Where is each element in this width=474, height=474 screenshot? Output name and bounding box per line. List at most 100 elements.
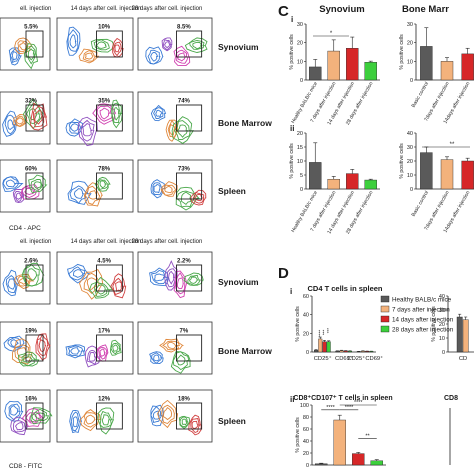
flow-gate-value: 18% <box>178 396 191 402</box>
flow-contour <box>180 191 192 206</box>
y-axis-label: % positive cells <box>431 306 437 342</box>
bar <box>360 350 365 353</box>
y-tick-label: 80 <box>303 415 309 421</box>
flow-contour <box>177 52 187 62</box>
y-tick-label: 100 <box>300 403 309 409</box>
flow-contour <box>99 180 108 189</box>
flow-contour <box>14 422 24 431</box>
y-axis-label: % positive cells <box>295 417 301 453</box>
y-axis-label: % positive cells <box>399 34 405 70</box>
flow-gate-value: 7% <box>180 328 189 334</box>
flow-contour <box>69 33 77 49</box>
flow-contour <box>70 123 79 132</box>
flow-bottom-plot-r3-c1: 16% <box>0 389 53 443</box>
flow-contour <box>88 351 97 362</box>
flow-bottom-plot-r2-c1: 19% <box>0 321 51 375</box>
bar <box>346 173 359 190</box>
y-axis-label: % positive cells <box>289 34 295 70</box>
legend-swatch-14days <box>380 315 390 323</box>
flow-contour <box>112 277 125 296</box>
bar <box>440 61 454 81</box>
flow-contour <box>111 102 122 123</box>
y-tick-label: 30 <box>407 145 413 151</box>
flow-contour <box>30 178 44 191</box>
flow-contour <box>167 119 177 139</box>
y-tick-label: 0 <box>300 78 303 84</box>
y-axis-label: % positive cells <box>399 143 405 179</box>
flow-contour <box>90 38 115 53</box>
y-tick-label: 20 <box>439 322 445 328</box>
legend-label-7days: 7 days after injection <box>392 307 450 314</box>
bar <box>461 160 474 190</box>
flow-contour <box>167 341 177 349</box>
flow-top-plot-r3-c3: 73% <box>137 159 213 213</box>
flow-top-plot-r2-c1: 32% <box>0 91 51 145</box>
flow-contour <box>159 338 185 353</box>
chart-c-synovium-title: Synovium <box>319 4 364 15</box>
y-tick-label: 0 <box>442 350 445 356</box>
chart-d-cd8-right-title-fragment: CD8 <box>444 395 458 402</box>
flow-contour <box>30 407 53 425</box>
flow-contour <box>78 116 98 147</box>
flow-bottom-plot-r3-c2: 12% <box>56 389 134 443</box>
flow-contour <box>2 269 20 297</box>
flow-contour <box>166 268 177 288</box>
bar <box>314 349 319 353</box>
flow-contour <box>34 110 43 125</box>
flow-contour <box>82 50 97 62</box>
flow-contour <box>173 45 191 67</box>
bar <box>348 350 353 353</box>
flow-contour <box>179 416 189 428</box>
flow-plot-frame <box>56 159 134 213</box>
flow-contour <box>16 346 27 358</box>
flow-contour <box>114 44 121 53</box>
bar <box>462 319 469 353</box>
flow-contour <box>194 193 203 202</box>
flow-contour <box>95 41 107 49</box>
significance-label: **** <box>345 405 354 411</box>
bar <box>440 159 454 190</box>
flow-gate <box>25 104 44 132</box>
flow-top-row-label-bone-marrow: Bone Marrow <box>218 118 272 128</box>
flow-contour <box>188 414 202 436</box>
bar <box>420 46 433 81</box>
bar <box>364 62 377 81</box>
y-tick-label: 40 <box>407 131 413 137</box>
bar <box>315 463 328 466</box>
flow-gate <box>25 172 44 200</box>
flow-contour <box>7 119 14 131</box>
flow-contour <box>23 43 39 70</box>
flow-contour <box>80 119 95 142</box>
flow-contour <box>152 182 163 196</box>
bar <box>322 341 327 353</box>
y-tick-label: 40 <box>439 294 445 300</box>
y-tick-label: 0 <box>306 350 309 356</box>
flow-contour <box>18 277 29 285</box>
bar <box>461 53 474 81</box>
flow-top-plot-r1-c2: 10% <box>56 17 134 71</box>
flow-contour <box>110 342 121 355</box>
y-axis-label: % positive cells <box>295 306 301 342</box>
flow-gate-value: 8.5% <box>177 24 191 30</box>
legend-label-14days: 14 days after injection <box>392 317 454 324</box>
flow-contour <box>23 264 40 287</box>
flow-gate-value: 5.5% <box>24 24 38 30</box>
y-tick-label: 5 <box>300 173 303 179</box>
flow-contour <box>28 174 48 194</box>
flow-contour <box>149 267 169 287</box>
flow-contour <box>189 40 205 50</box>
flow-gate-value: 32% <box>25 98 38 104</box>
flow-contour <box>27 268 38 281</box>
flow-contour <box>152 410 160 420</box>
flow-contour <box>99 107 110 120</box>
y-tick-label: 10 <box>439 336 445 342</box>
y-tick-label: 10 <box>407 59 413 65</box>
flow-contour <box>18 351 40 367</box>
y-tick-label: 20 <box>407 41 413 47</box>
flow-top-plot-r3-c2: 78% <box>56 159 134 213</box>
panel-letter-d: D <box>278 265 289 282</box>
y-tick-label: 30 <box>297 22 303 28</box>
flow-contour <box>160 181 178 197</box>
flow-plot-frame <box>56 389 134 443</box>
